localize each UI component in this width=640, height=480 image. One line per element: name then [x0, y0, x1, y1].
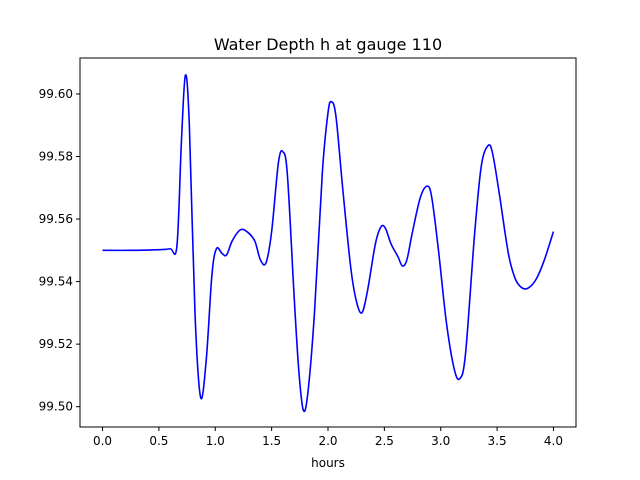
series-layer [102, 74, 555, 413]
x-tick-label: 4.0 [544, 434, 563, 448]
chart-title: Water Depth h at gauge 110 [214, 35, 442, 54]
x-tick-label: 3.0 [431, 434, 450, 448]
y-tick-label: 99.56 [39, 212, 73, 226]
y-tick-label: 99.50 [39, 400, 73, 414]
x-tick-label: 3.5 [488, 434, 507, 448]
y-axis: 99.50 99.52 99.54 99.56 99.58 99.60 [39, 87, 80, 414]
x-tick-label: 2.5 [375, 434, 394, 448]
x-tick-label: 0.0 [93, 434, 112, 448]
x-axis: 0.0 0.5 1.0 1.5 2.0 2.5 3.0 3.5 4.0 [93, 427, 563, 448]
x-tick-label: 2.0 [318, 434, 337, 448]
y-tick-label: 99.60 [39, 87, 73, 101]
y-tick-label: 99.54 [39, 275, 73, 289]
y-tick-label: 99.52 [39, 337, 73, 351]
x-tick-label: 1.5 [262, 434, 281, 448]
y-tick-label: 99.58 [39, 150, 73, 164]
series-line [102, 74, 555, 413]
x-axis-label: hours [311, 456, 345, 470]
x-tick-label: 1.0 [206, 434, 225, 448]
x-tick-label: 0.5 [149, 434, 168, 448]
